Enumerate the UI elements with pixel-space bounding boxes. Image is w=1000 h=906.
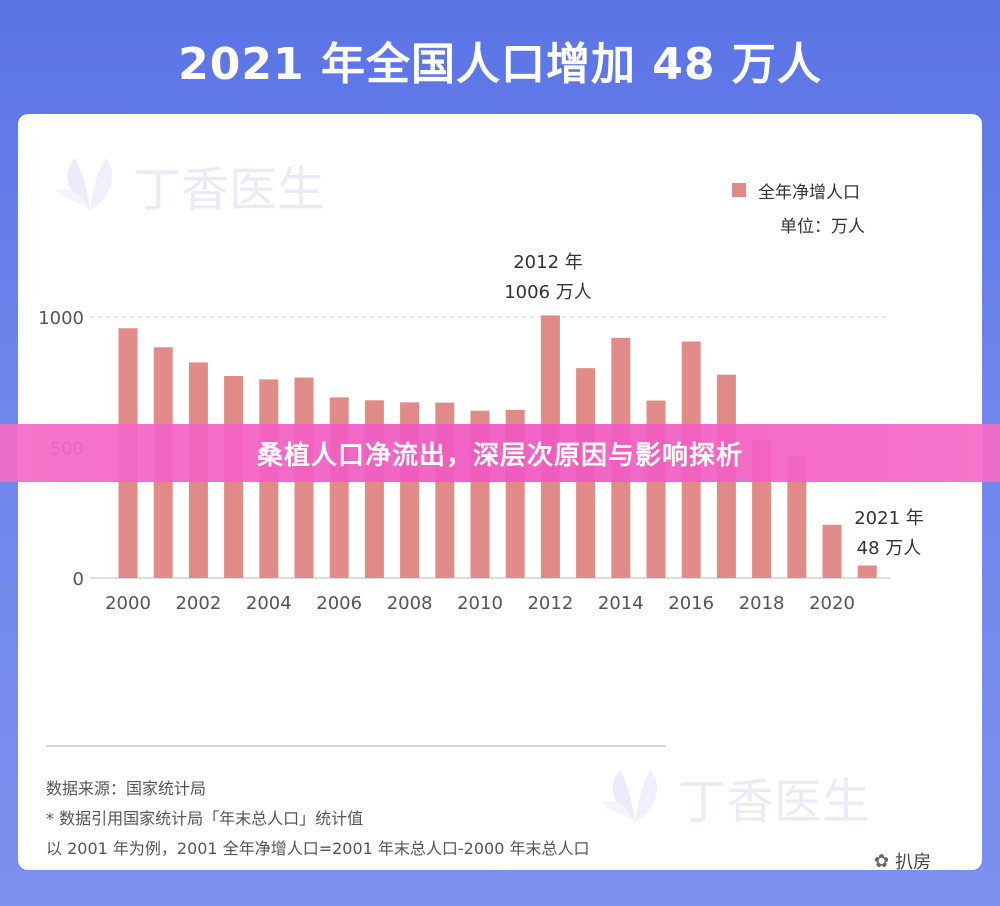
- note-example: 以 2001 年为例，2001 全年净增人口=2001 年末总人口-2000 年…: [46, 839, 590, 858]
- x-tick-2018: 2018: [739, 593, 785, 614]
- x-tick-2006: 2006: [316, 593, 362, 614]
- flower-icon: [602, 770, 658, 822]
- callout-2021-value: 48 万人: [856, 538, 922, 559]
- account-name: 扒房: [895, 852, 932, 873]
- bar-2021: [857, 565, 877, 578]
- x-tick-2016: 2016: [668, 593, 714, 614]
- y-tick-0: 0: [73, 569, 84, 590]
- x-tick-2000: 2000: [105, 593, 151, 614]
- callout-2012-year: 2012 年: [513, 252, 583, 273]
- note-source: 数据来源：国家统计局: [46, 779, 207, 798]
- x-tick-2020: 2020: [809, 593, 855, 614]
- note-definition: * 数据引用国家统计局「年末总人口」统计值: [46, 809, 364, 828]
- divider: [46, 745, 666, 747]
- callout-2012-value: 1006 万人: [504, 282, 592, 303]
- watermark-text: 丁香医生: [678, 774, 871, 830]
- x-tick-2012: 2012: [527, 593, 573, 614]
- callout-2021-year: 2021 年: [854, 508, 924, 529]
- source-notes: 数据来源：国家统计局 * 数据引用国家统计局「年末总人口」统计值 以 2001 …: [46, 778, 590, 868]
- watermark-logo-bottom: 丁香医生: [600, 762, 870, 832]
- chart-panel: [18, 114, 982, 870]
- banner-text: 桑植人口净流出，深层次原因与影响探析: [256, 440, 743, 471]
- wechat-icon: ✿: [874, 850, 890, 872]
- chart-title: 2021 年全国人口增加 48 万人: [178, 39, 822, 90]
- callout-2012: 2012 年 1006 万人: [488, 248, 608, 308]
- account-badge: ✿ 扒房: [874, 848, 931, 874]
- x-tick-2004: 2004: [246, 593, 292, 614]
- unit-label: 单位：万人: [780, 217, 865, 237]
- watermark-text: 丁香医生: [133, 162, 326, 218]
- callout-2021: 2021 年 48 万人: [834, 504, 944, 564]
- bar-2020: [822, 524, 842, 578]
- x-tick-2008: 2008: [387, 593, 433, 614]
- x-tick-2014: 2014: [598, 593, 644, 614]
- bar-2019: [787, 456, 807, 578]
- headline-banner: 桑植人口净流出，深层次原因与影响探析: [0, 424, 1000, 482]
- x-axis-ticks: 2000 2002 2004 2006 2008 2010 2012 2014 2016 2018…: [105, 593, 855, 614]
- x-tick-2010: 2010: [457, 593, 503, 614]
- x-tick-2002: 2002: [175, 593, 221, 614]
- y-tick-1000: 1000: [38, 308, 84, 329]
- legend-label: 全年净增人口: [758, 182, 860, 203]
- flower-icon: [57, 158, 113, 210]
- legend: 全年净增人口 单位：万人: [732, 178, 865, 237]
- watermark-logo: 丁香医生: [55, 150, 325, 220]
- legend-swatch: [732, 183, 746, 197]
